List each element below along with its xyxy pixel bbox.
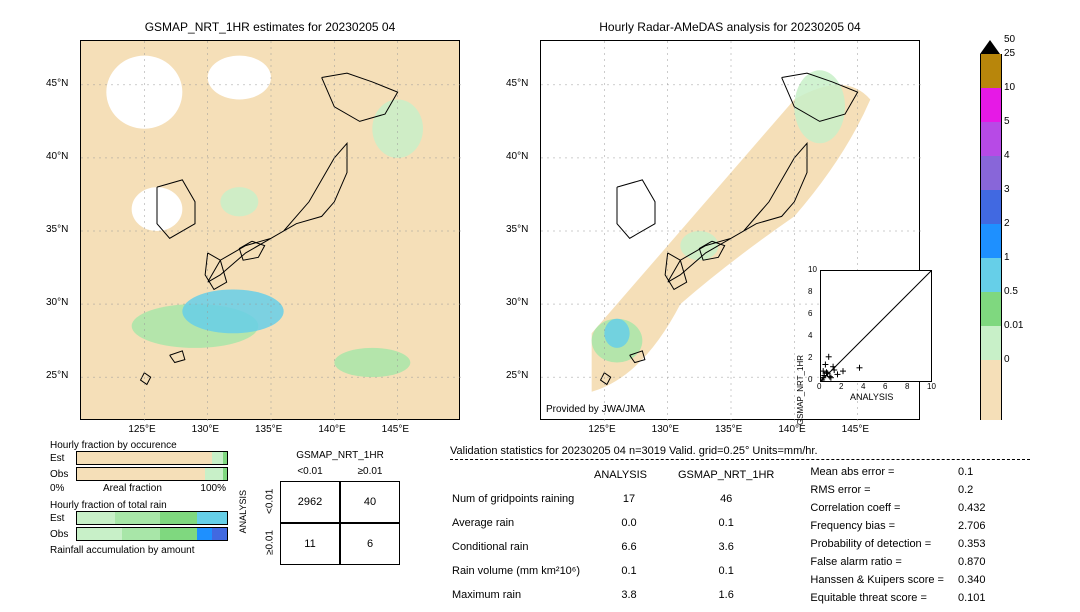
scatter-xlabel: ANALYSIS — [850, 392, 893, 402]
scatter-ytick: 0 — [808, 375, 812, 384]
tot-title: Hourly fraction of total rain — [50, 500, 228, 511]
map-credit: Provided by JWA/JMA — [546, 404, 645, 415]
ytick: 40°N — [46, 151, 68, 162]
right-map-title: Hourly Radar-AMeDAS analysis for 2023020… — [540, 20, 920, 34]
val-col-a: ANALYSIS — [594, 464, 676, 486]
scatter-ytick: 10 — [808, 265, 817, 274]
xtick: 135°E — [255, 424, 282, 435]
ytick: 25°N — [506, 370, 528, 381]
cb-tick: 5 — [1004, 116, 1010, 127]
tot-est-bar — [76, 511, 228, 525]
xtick: 145°E — [842, 424, 869, 435]
scatter-ytick: 4 — [808, 331, 812, 340]
val-stat: Probability of detection =0.353 — [810, 536, 997, 552]
ct-ylabel: ANALYSIS — [238, 490, 248, 533]
ytick: 30°N — [46, 297, 68, 308]
xtick: 125°E — [128, 424, 155, 435]
cb-tick: 10 — [1004, 82, 1015, 93]
obs-label2: Obs — [50, 529, 76, 540]
ct-title: GSMAP_NRT_1HR — [260, 450, 420, 461]
ytick: 40°N — [506, 151, 528, 162]
scatter-ytick: 6 — [808, 309, 812, 318]
tot-obs-bar — [76, 527, 228, 541]
ct-row-ge: ≥0.01 — [260, 523, 280, 563]
ct-c11: 2962 — [280, 481, 340, 523]
scatter-xtick: 6 — [883, 382, 887, 391]
xtick: 125°E — [588, 424, 615, 435]
cb-tick: 50 — [1004, 34, 1015, 45]
est-label: Est — [50, 453, 76, 464]
xtick: 145°E — [382, 424, 409, 435]
val-title: Validation statistics for 20230205 04 n=… — [450, 445, 1030, 457]
occ-xlabel: Areal fraction — [103, 483, 162, 494]
ct-row-lt: <0.01 — [260, 481, 280, 521]
cb-tick: 3 — [1004, 184, 1010, 195]
scatter-inset — [820, 270, 932, 382]
scatter-xtick: 10 — [927, 382, 936, 391]
cb-tick: 0.01 — [1004, 320, 1023, 331]
ct-col-lt: <0.01 — [280, 461, 340, 481]
ytick: 45°N — [46, 78, 68, 89]
obs-label: Obs — [50, 469, 76, 480]
xtick: 130°E — [652, 424, 679, 435]
xtick: 130°E — [192, 424, 219, 435]
scatter-ytick: 8 — [808, 287, 812, 296]
cb-tick: 4 — [1004, 150, 1010, 161]
fraction-bars: Hourly fraction by occurence Est Obs 0% A… — [50, 440, 228, 556]
val-stat: Frequency bias =2.706 — [810, 518, 997, 534]
cb-tick: 1 — [1004, 252, 1010, 263]
est-label2: Est — [50, 513, 76, 524]
contingency-table: GSMAP_NRT_1HR <0.01≥0.01 <0.01 2962 40 ≥… — [260, 450, 420, 565]
scatter-xtick: 0 — [817, 382, 821, 391]
ytick: 45°N — [506, 78, 528, 89]
xtick: 140°E — [778, 424, 805, 435]
val-stat: Mean abs error =0.1 — [810, 464, 997, 480]
scatter-xtick: 4 — [861, 382, 865, 391]
xtick: 140°E — [318, 424, 345, 435]
left-map-title: GSMAP_NRT_1HR estimates for 20230205 04 — [80, 20, 460, 34]
val-stat: Correlation coeff =0.432 — [810, 500, 997, 516]
val-row: Average rain0.00.1 — [452, 512, 786, 534]
ct-c12: 40 — [340, 481, 400, 523]
ct-c22: 6 — [340, 523, 400, 565]
acc-title: Rainfall accumulation by amount — [50, 545, 228, 556]
val-stat: RMS error =0.2 — [810, 482, 997, 498]
scatter-xtick: 2 — [839, 382, 843, 391]
val-stat: Equitable threat score =0.101 — [810, 590, 997, 606]
scatter-xtick: 8 — [905, 382, 909, 391]
xtick: 135°E — [715, 424, 742, 435]
scatter-ylabel: GSMAP_NRT_1HR — [796, 355, 805, 425]
cb-tick: 0.5 — [1004, 286, 1018, 297]
val-row: Rain volume (mm km²10⁶)0.10.1 — [452, 560, 786, 582]
ct-col-ge: ≥0.01 — [340, 461, 400, 481]
pct100: 100% — [200, 483, 226, 494]
val-stat: Hanssen & Kuipers score =0.340 — [810, 572, 997, 588]
val-row: Num of gridpoints raining1746 — [452, 488, 786, 510]
val-col-g: GSMAP_NRT_1HR — [678, 464, 786, 486]
cb-tick: 0 — [1004, 354, 1010, 365]
cb-tick: 25 — [1004, 48, 1015, 59]
validation-stats: Validation statistics for 20230205 04 n=… — [450, 445, 1030, 608]
ytick: 25°N — [46, 370, 68, 381]
val-row: Maximum rain3.81.6 — [452, 584, 786, 606]
val-stat: False alarm ratio =0.870 — [810, 554, 997, 570]
ytick: 35°N — [506, 224, 528, 235]
occ-obs-bar — [76, 467, 228, 481]
cb-tick: 2 — [1004, 218, 1010, 229]
val-row: Conditional rain6.63.6 — [452, 536, 786, 558]
occ-est-bar — [76, 451, 228, 465]
ct-c21: 11 — [280, 523, 340, 565]
pct0: 0% — [50, 483, 64, 494]
precip-colorbar: 502510543210.50.010 — [980, 40, 1000, 420]
ytick: 30°N — [506, 297, 528, 308]
occ-title: Hourly fraction by occurence — [50, 440, 228, 451]
ytick: 35°N — [46, 224, 68, 235]
left-map-panel — [80, 40, 460, 420]
scatter-ytick: 2 — [808, 353, 812, 362]
